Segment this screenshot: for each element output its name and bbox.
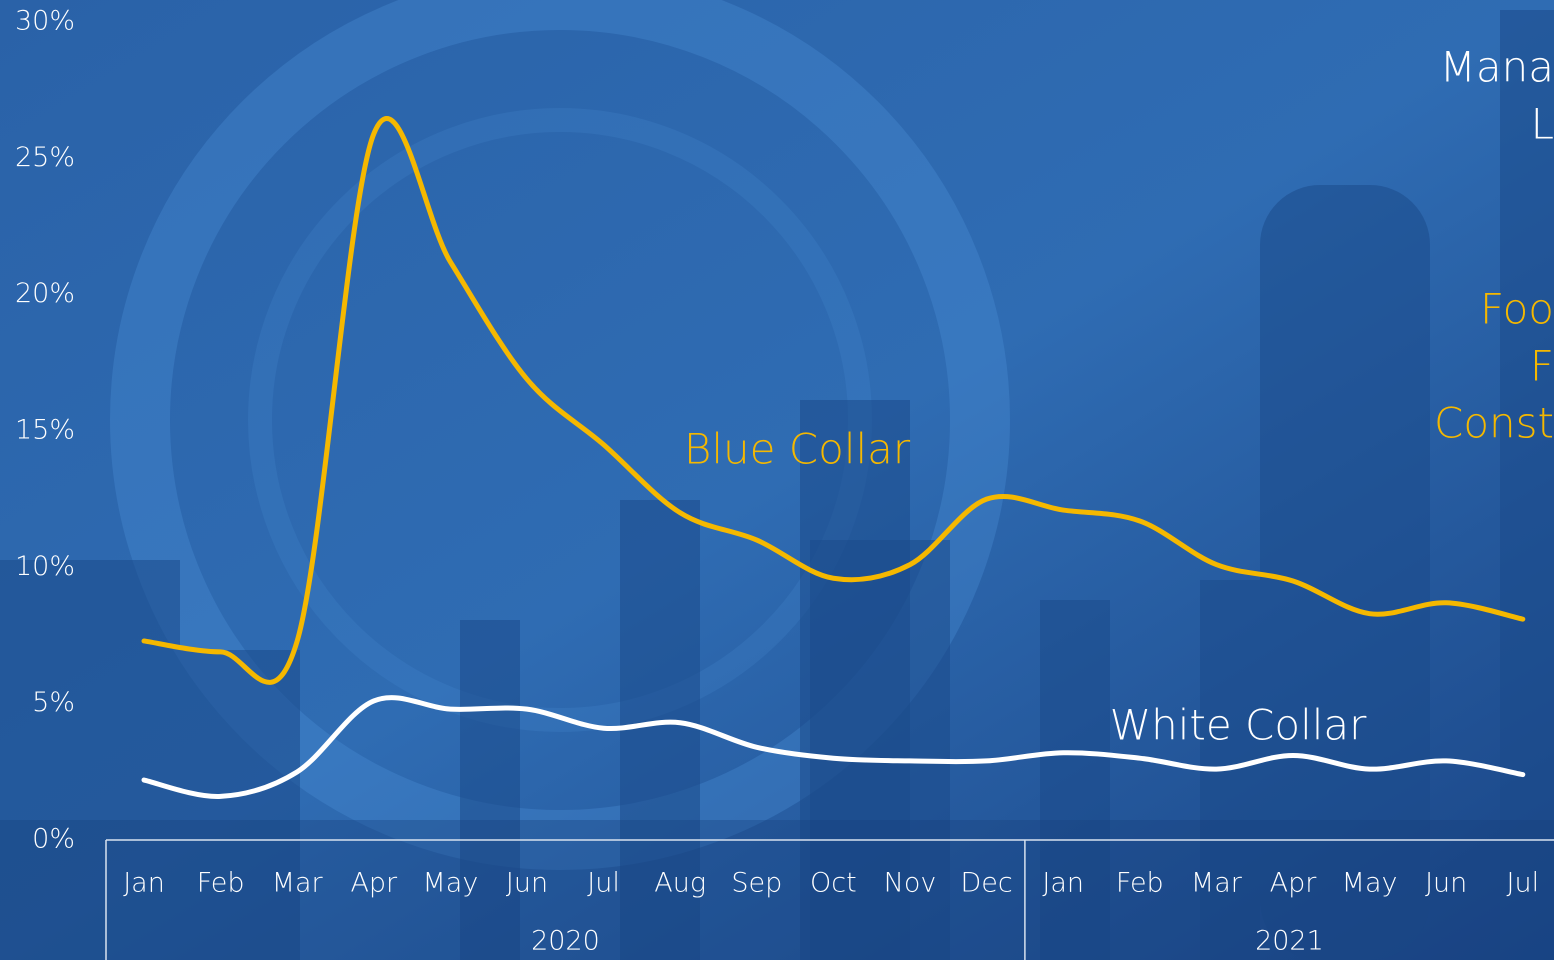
y-tick-label: 0% [32, 824, 75, 855]
x-tick-label: Jul [587, 868, 620, 899]
x-group-label: 2020 [531, 926, 600, 957]
x-tick-label: Apr [1270, 868, 1318, 899]
x-tick-label: Mar [1191, 868, 1243, 899]
plot-area [141, 116, 1526, 799]
y-tick-label: 10% [15, 551, 75, 582]
annotation: F [1530, 342, 1554, 391]
x-tick-label: Jan [1042, 868, 1084, 899]
annotation: L [1531, 100, 1554, 149]
y-tick-label: 30% [15, 6, 75, 37]
x-tick-label: Dec [960, 868, 1012, 899]
x-tick-label: Nov [884, 868, 937, 899]
annotation: Const [1434, 399, 1554, 448]
annotation: Mana [1440, 43, 1554, 92]
x-group-label: 2021 [1255, 926, 1324, 957]
x-tick-label: Sep [731, 868, 782, 899]
x-tick-label: Jul [1507, 868, 1540, 899]
annotation: Foo [1480, 285, 1554, 334]
x-tick-label: May [422, 868, 478, 899]
y-tick-label: 15% [15, 415, 75, 446]
x-tick-label: May [1342, 868, 1398, 899]
x-tick-label: Jun [1425, 868, 1467, 899]
y-tick-label: 25% [15, 142, 75, 173]
x-tick-label: Jun [506, 868, 548, 899]
series-label: White Collar [1110, 701, 1368, 750]
series-line [141, 116, 1526, 685]
x-axis: Jan Feb Mar Apr May Jun Jul Aug Sep Oct Nov Dec 2020… [105, 839, 1554, 960]
y-tick-label: 5% [32, 687, 75, 718]
y-tick-label: 20% [15, 278, 75, 309]
x-tick-label: Aug [654, 868, 706, 899]
x-tick-label: Apr [350, 868, 398, 899]
x-tick-label: Jan [123, 868, 165, 899]
x-tick-label: Feb [1116, 868, 1164, 899]
x-tick-label: Feb [197, 868, 245, 899]
x-tick-label: Mar [272, 868, 324, 899]
x-tick-label: Oct [810, 868, 857, 899]
series-line [141, 695, 1526, 799]
series-label: Blue Collar [684, 425, 911, 474]
